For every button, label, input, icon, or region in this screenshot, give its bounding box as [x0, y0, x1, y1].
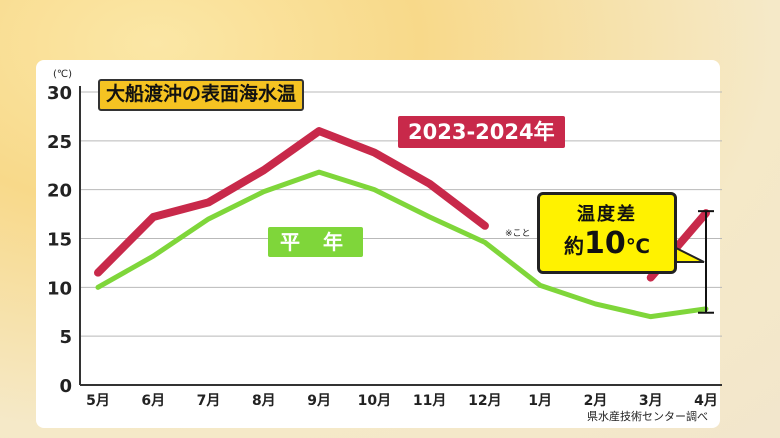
series-line [94, 127, 489, 277]
y-tick-labels: 0 5 10 15 20 25 30 [47, 83, 72, 397]
x-tick-label: 1月 [528, 393, 552, 409]
x-tick-label: 11月 [413, 393, 446, 409]
y-tick-label: 25 [47, 132, 72, 153]
callout-unit: ℃ [625, 234, 650, 258]
x-tick-label: 4月 [694, 393, 718, 409]
y-tick-label: 5 [59, 327, 72, 348]
series-label-2023-2024: 2023-2024年 [398, 116, 565, 148]
difference-bracket [671, 210, 714, 314]
y-tick-label: 10 [47, 278, 72, 299]
x-tick-label: 5月 [86, 393, 110, 409]
y-unit-label: (℃) [53, 69, 72, 80]
callout-number: 10 [584, 226, 626, 261]
chart-title: 大船渡沖の表面海水温 [98, 79, 305, 111]
y-tick-label: 0 [59, 376, 72, 397]
temperature-difference-callout: 温度差 約10℃ [537, 192, 677, 274]
callout-prefix: 約 [564, 234, 585, 258]
x-tick-label: 3月 [639, 393, 663, 409]
note-mark: ※こと [505, 229, 531, 239]
x-tick-label: 7月 [197, 393, 221, 409]
callout-title: 温度差 [577, 204, 637, 225]
callout-value: 約10℃ [540, 226, 674, 264]
source-credit: 県水産技術センター調べ [587, 410, 708, 423]
x-tick-label: 6月 [141, 393, 165, 409]
y-tick-label: 30 [47, 83, 72, 104]
x-tick-label: 2月 [584, 393, 608, 409]
x-tick-label: 8月 [252, 393, 276, 409]
y-tick-label: 15 [47, 230, 72, 251]
y-tick-label: 20 [47, 181, 72, 202]
series-line [95, 169, 709, 320]
x-tick-label: 9月 [307, 393, 331, 409]
x-tick-label: 12月 [468, 393, 501, 409]
x-tick-label: 10月 [358, 393, 391, 409]
series-label-average: 平 年 [268, 227, 363, 257]
x-tick-labels: 5月 6月 7月 8月 9月 10月 11月 12月 1月 2月 3月 4月 [86, 393, 718, 409]
